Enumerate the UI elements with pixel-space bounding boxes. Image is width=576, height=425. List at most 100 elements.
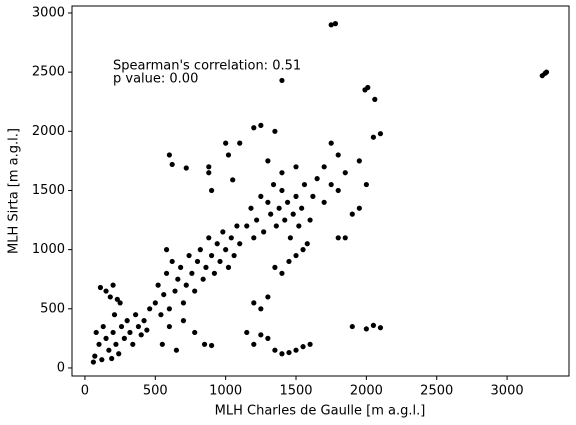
y-tick-label: 3000 <box>32 5 65 20</box>
scatter-point <box>93 329 99 336</box>
scatter-point <box>328 140 334 146</box>
scatter-point <box>180 318 187 324</box>
scatter-point <box>356 158 362 164</box>
scatter-point <box>225 264 232 270</box>
y-tick-label: 500 <box>40 301 65 316</box>
scatter-point <box>183 282 189 288</box>
x-tick-label: 2000 <box>350 384 383 399</box>
scatter-point <box>100 323 106 330</box>
scatter-point <box>189 270 195 276</box>
scatter-point <box>192 329 198 336</box>
scatter-point <box>244 223 250 229</box>
scatter-point <box>169 161 175 168</box>
scatter-point <box>172 288 178 294</box>
scatter-point <box>231 252 237 259</box>
scatter-point <box>270 181 277 188</box>
scatter-point <box>127 329 133 336</box>
scatter-point <box>363 326 369 332</box>
x-tick-label: 1000 <box>209 384 242 399</box>
scatter-point <box>206 235 212 241</box>
scatter-point <box>114 296 120 302</box>
scatter-point <box>299 205 305 211</box>
scatter-point <box>370 322 377 328</box>
scatter-point <box>286 258 292 265</box>
scatter-point <box>307 217 313 223</box>
scatter-point <box>279 77 285 84</box>
scatter-point <box>328 181 334 188</box>
scatter-point <box>349 323 355 330</box>
scatter-point <box>223 247 229 253</box>
scatter-point <box>228 235 234 241</box>
scatter-point <box>332 21 339 27</box>
scatter-point <box>307 341 313 347</box>
scatter-point <box>147 306 153 312</box>
scatter-point <box>286 349 292 356</box>
scatter-point <box>163 270 170 276</box>
scatter-point <box>97 284 104 291</box>
scatter-point <box>158 312 164 318</box>
scatter-point <box>220 229 226 235</box>
scatter-point <box>272 128 278 134</box>
scatter-point <box>265 199 271 205</box>
x-tick-label: 500 <box>143 384 168 399</box>
scatter-point <box>152 300 158 306</box>
scatter-point <box>92 353 98 359</box>
scatter-point <box>103 288 109 294</box>
scatter-point <box>258 122 264 128</box>
scatter-point <box>300 344 306 350</box>
scatter-point <box>206 170 212 176</box>
annotation: p value: 0.00 <box>113 72 198 87</box>
scatter-point <box>211 270 218 276</box>
scatter-point <box>201 341 208 347</box>
scatter-point <box>310 193 316 199</box>
y-tick-label: 2500 <box>32 65 65 80</box>
scatter-point <box>265 158 271 164</box>
scatter-point <box>293 252 299 259</box>
scatter-point <box>166 152 172 158</box>
scatter-point <box>96 341 102 347</box>
scatter-point <box>265 335 271 341</box>
scatter-point <box>237 140 243 146</box>
y-tick-label: 1500 <box>32 183 65 198</box>
scatter-point <box>124 318 130 324</box>
scatter-point <box>161 291 167 298</box>
x-tick-label: 3000 <box>491 384 524 399</box>
scatter-point <box>342 170 348 176</box>
scatter-point <box>365 84 371 91</box>
y-tick-label: 1000 <box>32 242 65 257</box>
scatter-point <box>251 235 257 241</box>
scatter-point <box>272 347 278 353</box>
scatter-point <box>113 341 119 347</box>
scatter-point <box>103 335 109 341</box>
scatter-point <box>194 258 201 265</box>
scatter-point <box>214 241 220 247</box>
scatter-point <box>342 235 348 241</box>
x-tick-label: 1500 <box>279 384 312 399</box>
scatter-point <box>251 341 257 347</box>
scatter-point <box>356 205 362 211</box>
scatter-point <box>543 69 550 75</box>
scatter-point <box>349 211 355 217</box>
scatter-point <box>282 217 288 223</box>
scatter-point <box>121 335 127 341</box>
scatter-point <box>173 347 180 353</box>
scatter-point <box>180 300 187 306</box>
y-tick-label: 0 <box>57 360 65 375</box>
scatter-point <box>370 134 377 140</box>
scatter-point <box>208 342 215 349</box>
scatter-point <box>321 164 327 170</box>
scatter-point <box>130 341 136 347</box>
scatter-point <box>230 177 236 183</box>
scatter-point <box>254 217 260 223</box>
scatter-point <box>107 294 113 300</box>
x-tick-label: 0 <box>81 384 89 399</box>
scatter-point <box>279 187 285 194</box>
y-tick-label: 2000 <box>32 124 65 139</box>
scatter-point <box>335 235 341 241</box>
scatter-point <box>175 276 181 282</box>
scatter-point <box>251 300 257 306</box>
scatter-point <box>293 193 299 199</box>
scatter-point <box>135 323 142 330</box>
scatter-point <box>206 164 212 170</box>
